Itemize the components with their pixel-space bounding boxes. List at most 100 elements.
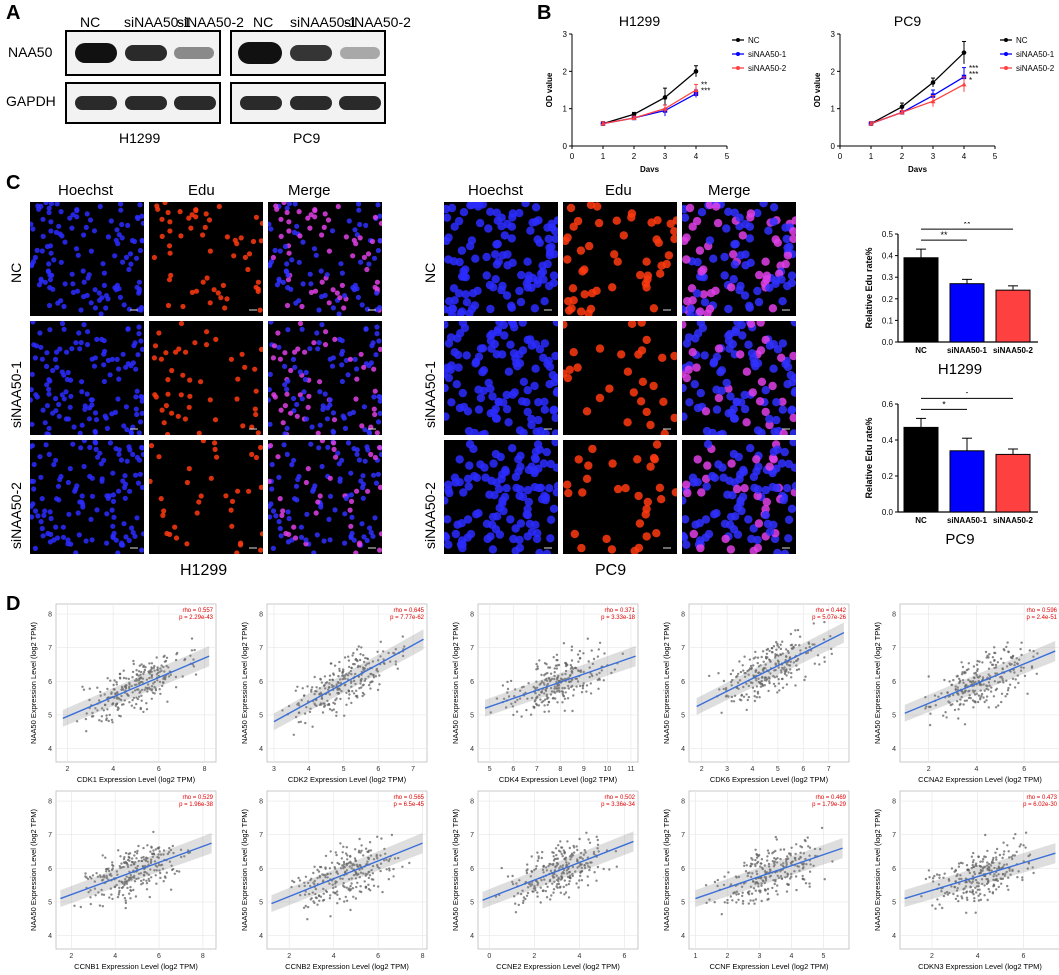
nucleus xyxy=(585,241,594,251)
scatter-point xyxy=(765,679,768,682)
nucleus xyxy=(154,203,160,209)
scatter-point xyxy=(117,849,120,852)
nucleus xyxy=(82,406,88,412)
scatter-point xyxy=(546,885,549,888)
nucleus xyxy=(754,462,763,471)
scatter-point xyxy=(100,720,103,723)
scatter-point xyxy=(335,683,338,686)
scatter-point xyxy=(152,830,155,834)
nucleus xyxy=(69,271,75,277)
nucleus xyxy=(317,389,323,395)
scatter-point xyxy=(132,696,136,700)
scatter-point xyxy=(553,880,556,883)
nucleus xyxy=(523,485,533,495)
nucleus xyxy=(642,532,651,541)
band-gapdh-h1299-1 xyxy=(75,96,117,110)
scatter-point xyxy=(992,875,995,878)
nucleus xyxy=(357,235,363,241)
nucleus xyxy=(649,381,658,391)
scatter-point xyxy=(126,858,130,862)
nucleus xyxy=(121,302,127,308)
nucleus xyxy=(693,257,702,267)
nucleus xyxy=(726,545,736,554)
nucleus xyxy=(112,253,118,259)
scatter-point xyxy=(159,876,162,880)
scatter-point xyxy=(924,877,928,881)
scatter-point xyxy=(768,649,771,653)
nucleus xyxy=(787,271,796,280)
scatter-point xyxy=(1022,666,1025,669)
bar-siNAA50-2 xyxy=(995,453,1031,513)
y-tick-label: 6 xyxy=(48,679,52,686)
nucleus xyxy=(46,425,52,431)
scatter-point xyxy=(724,688,728,692)
scatter-point xyxy=(807,845,810,848)
nucleus xyxy=(769,203,779,212)
nucleus xyxy=(790,463,796,472)
scatter-point xyxy=(952,892,955,896)
x-tick-label: 8 xyxy=(421,953,425,960)
scatter-point xyxy=(799,649,802,652)
scatter-point xyxy=(144,859,147,862)
scatter-point xyxy=(145,678,149,681)
scatter-point xyxy=(394,660,397,663)
scatter-point xyxy=(579,669,583,672)
scatter-point xyxy=(343,684,346,687)
nucleus xyxy=(653,216,662,225)
nucleus xyxy=(627,321,637,328)
nucleus xyxy=(255,279,261,285)
scatter-point xyxy=(566,663,569,667)
scatter-point xyxy=(355,863,359,866)
scatter-point xyxy=(754,882,757,885)
scatter-point xyxy=(823,620,826,624)
scatter-point xyxy=(360,849,363,852)
scatter-point xyxy=(104,703,107,706)
scatter-point xyxy=(544,689,548,692)
scatter-point xyxy=(716,884,719,888)
nucleus xyxy=(778,339,788,348)
scatter-point xyxy=(1007,686,1010,690)
scatter-point xyxy=(342,882,345,885)
nucleus xyxy=(77,346,83,352)
scatter-point xyxy=(329,894,332,897)
scatter-point xyxy=(977,855,980,858)
nucleus xyxy=(258,547,263,553)
nucleus xyxy=(369,343,375,349)
nucleus xyxy=(553,386,558,396)
x-tick-label: 3 xyxy=(272,766,276,773)
nucleus xyxy=(44,363,50,369)
scatter-point xyxy=(312,881,315,884)
scatter-point xyxy=(592,657,596,661)
nucleus xyxy=(116,451,122,457)
scatter-point xyxy=(585,684,589,687)
nucleus xyxy=(326,248,332,254)
scatter-point xyxy=(780,863,783,866)
nucleus xyxy=(347,507,353,513)
nucleus xyxy=(101,362,107,368)
nucleus xyxy=(593,202,602,211)
scatter-point xyxy=(181,675,184,678)
scatter-point xyxy=(179,848,183,851)
nucleus xyxy=(634,491,643,501)
nucleus xyxy=(619,231,628,240)
scatter-point xyxy=(947,700,950,703)
nucleus xyxy=(178,392,184,398)
nucleus xyxy=(484,224,493,233)
scatter-point xyxy=(120,685,124,688)
scatter-point xyxy=(146,683,150,686)
scatter-point xyxy=(84,875,87,878)
scatter-point xyxy=(1013,671,1016,674)
scatter-point xyxy=(155,656,158,659)
scatter-point xyxy=(557,683,560,686)
nucleus xyxy=(56,413,62,419)
nucleus xyxy=(240,423,246,429)
scatter-point xyxy=(974,911,977,914)
scatter-point xyxy=(960,695,963,699)
scatter-point xyxy=(748,890,751,893)
nucleus xyxy=(282,431,288,435)
nucleus xyxy=(162,202,168,206)
scatter-point xyxy=(1006,689,1010,692)
scatter-point xyxy=(134,861,137,864)
